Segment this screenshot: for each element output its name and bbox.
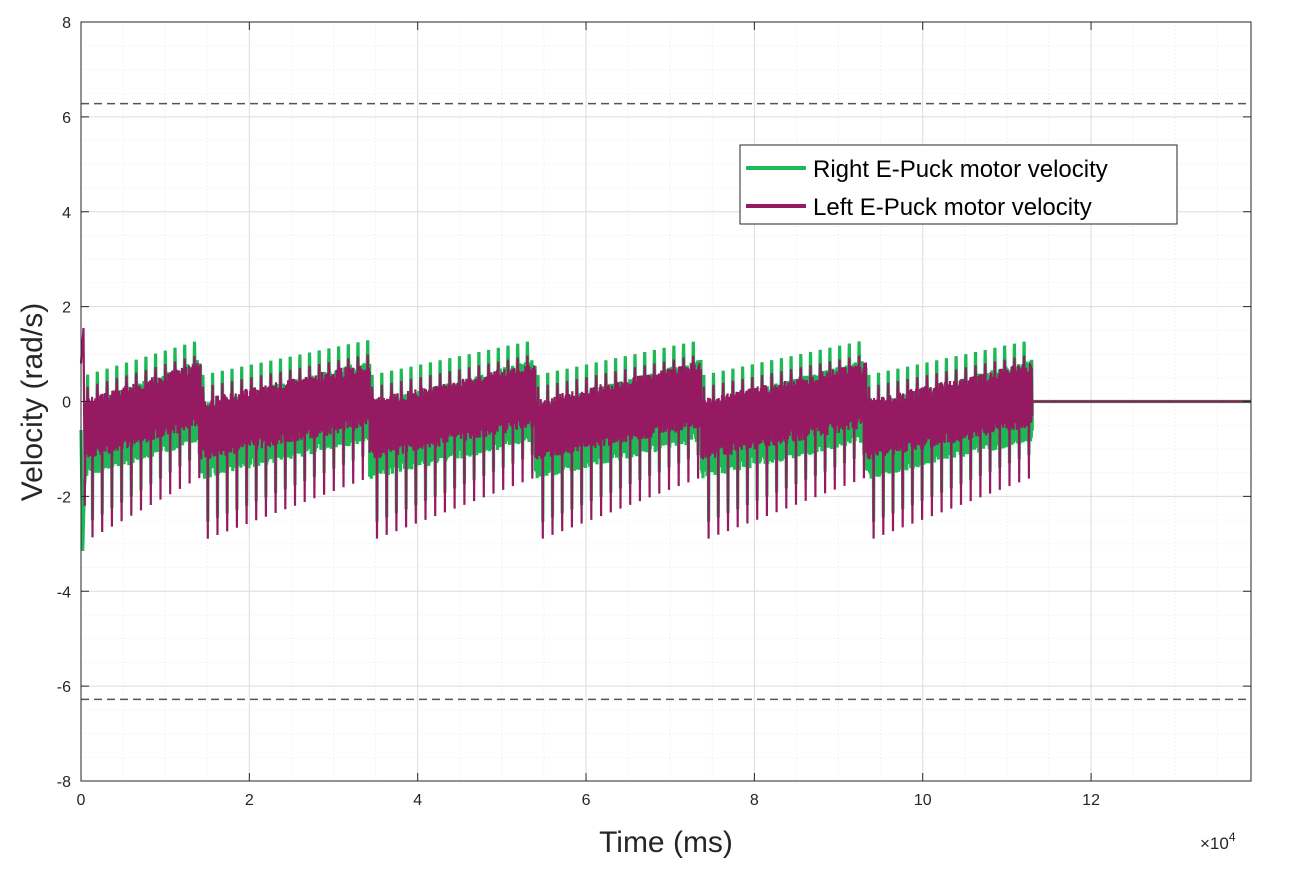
y-tick-label: -2 [57, 489, 71, 506]
y-tick-label: -6 [57, 679, 71, 696]
x-tick-label: 2 [245, 792, 254, 809]
x-tick-label: 10 [914, 792, 932, 809]
legend-box [739, 144, 1178, 225]
x-tick-label: 0 [77, 792, 86, 809]
y-tick-label: 2 [62, 300, 71, 317]
x-tick-label: 8 [750, 792, 759, 809]
series-left-motor-line [79, 327, 1251, 539]
series-layer [79, 327, 1251, 551]
x-tick-label: 6 [582, 792, 591, 809]
legend: Right E-Puck motor velocity Left E-Puck … [739, 144, 1178, 225]
x-tick-label: 12 [1082, 792, 1100, 809]
y-tick-label: 4 [62, 205, 71, 222]
legend-label-left: Left E-Puck motor velocity [813, 194, 1092, 221]
axis-ticks [80, 21, 1251, 782]
x-tick-labels: 0 2 4 6 8 10 12 [77, 792, 1101, 809]
x-tick-label: 4 [413, 792, 422, 809]
reference-lines [81, 102, 1251, 701]
y-tick-labels: -8 -6 -4 -2 0 2 4 6 8 [57, 15, 71, 791]
x-axis-label: Time (ms) [599, 826, 733, 859]
y-tick-label: 6 [62, 110, 71, 127]
y-axis-label: Velocity (rad/s) [16, 303, 49, 501]
y-tick-label: -8 [57, 774, 71, 791]
legend-label-right: Right E-Puck motor velocity [813, 156, 1108, 183]
y-tick-label: 8 [62, 15, 71, 32]
y-tick-label: 0 [62, 395, 71, 412]
x-axis-multiplier: ×104 [1200, 830, 1236, 853]
y-tick-label: -4 [57, 584, 71, 601]
